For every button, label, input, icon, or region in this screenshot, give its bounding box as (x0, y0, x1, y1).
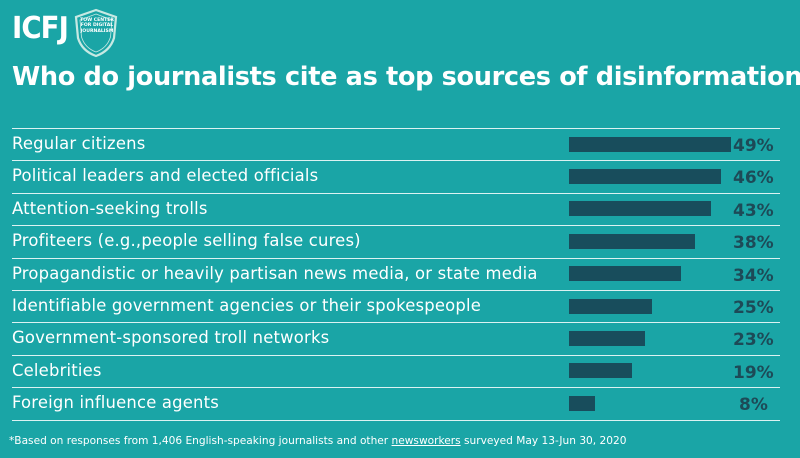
value-label: 46% (733, 168, 774, 189)
row-divider (12, 258, 780, 259)
row-divider (12, 225, 780, 226)
category-label: Foreign influence agents (12, 393, 220, 413)
bar (569, 298, 652, 314)
row-divider (12, 160, 780, 161)
value-label: 8% (739, 395, 768, 416)
category-label: Identifiable government agencies or thei… (12, 296, 482, 315)
category-label: Government-sponsored troll networks (12, 328, 330, 348)
value-label: 23% (733, 330, 774, 351)
bar (569, 363, 632, 379)
bar (569, 330, 645, 346)
row-divider (12, 290, 780, 291)
category-label: Celebrities (12, 360, 102, 380)
category-label: Propagandistic or heavily partisan news … (12, 263, 538, 283)
category-label: Regular citizens (12, 134, 146, 153)
value-label: 19% (733, 362, 774, 383)
row-divider (12, 387, 780, 388)
bar (569, 168, 721, 184)
value-label: 25% (733, 298, 774, 318)
bar (569, 136, 731, 152)
badge-line: FOR DIGITAL (80, 23, 114, 29)
row-divider (12, 128, 780, 129)
bar (569, 395, 595, 411)
category-label: Attention-seeking trolls (12, 198, 208, 218)
footnote-link-newsworkers[interactable]: newsworkers (391, 435, 461, 447)
value-label: 43% (733, 200, 774, 221)
tow-center-badge-text: TOW CENTER FOR DIGITAL JOURNALISM (80, 18, 114, 34)
row-divider (12, 355, 780, 356)
badge-line: JOURNALISM (80, 28, 114, 34)
footnote: *Based on responses from 1,406 English-s… (9, 435, 627, 447)
row-divider (12, 193, 780, 194)
chart-title: Who do journalists cite as top sources o… (12, 62, 800, 92)
footnote-prefix: *Based on responses from 1,406 English-s… (9, 435, 392, 447)
value-label: 49% (733, 136, 774, 156)
badge-line: TOW CENTER (80, 18, 114, 23)
bar (569, 266, 681, 282)
footnote-suffix: surveyed May 13-Jun 30, 2020 (460, 435, 627, 447)
bar (569, 233, 695, 249)
icfj-logo: ICFJ (12, 11, 69, 46)
bar (569, 201, 711, 217)
tow-center-shield-logo (74, 8, 118, 58)
value-label: 38% (733, 233, 774, 254)
value-label: 34% (733, 265, 774, 286)
row-divider (12, 322, 780, 323)
row-divider (12, 420, 780, 421)
category-label: Political leaders and elected officials (12, 166, 319, 186)
category-label: Profiteers (e.g.,people selling false cu… (12, 231, 361, 251)
